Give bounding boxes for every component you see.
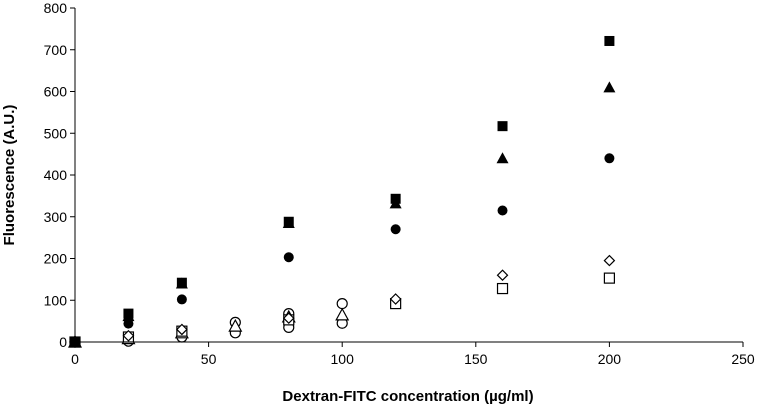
x-tick-label: 50 xyxy=(201,351,217,367)
data-point xyxy=(335,307,350,321)
data-point xyxy=(282,312,295,325)
data-point xyxy=(390,224,401,235)
y-tick-label: 300 xyxy=(44,209,68,225)
data-point xyxy=(283,216,294,227)
data-point xyxy=(496,152,509,164)
x-tick-label: 250 xyxy=(731,351,755,367)
data-point xyxy=(603,254,616,267)
data-point xyxy=(496,282,509,295)
data-point xyxy=(283,252,294,263)
y-tick-label: 700 xyxy=(44,42,68,58)
y-tick-label: 500 xyxy=(44,125,68,141)
y-axis-title: Fluorescence (A.U.) xyxy=(1,105,18,246)
x-tick-label: 150 xyxy=(464,351,488,367)
y-tick-label: 0 xyxy=(59,334,67,350)
data-point xyxy=(123,308,134,319)
data-point xyxy=(228,318,243,332)
data-point xyxy=(122,329,135,342)
tick-labels: 0 50 100 150 200 250 0 100 200 300 400 500 600 700 800 xyxy=(44,0,755,367)
data-point xyxy=(497,121,508,132)
y-tick-label: 800 xyxy=(44,0,68,16)
y-tick-label: 600 xyxy=(44,84,68,100)
data-point xyxy=(390,193,401,204)
y-tick-label: 400 xyxy=(44,167,68,183)
data-point xyxy=(497,205,508,216)
data-point xyxy=(389,293,402,305)
y-tick-label: 200 xyxy=(44,251,68,267)
x-axis-title: Dextran-FITC concentration (µg/ml) xyxy=(282,388,533,405)
data-point xyxy=(604,35,615,46)
data-point xyxy=(336,297,348,310)
data-point xyxy=(176,323,188,336)
y-tick-label: 100 xyxy=(44,292,68,308)
axis-ticks xyxy=(70,7,744,347)
axes xyxy=(74,8,743,343)
data-point xyxy=(604,153,615,164)
data-point xyxy=(123,318,134,329)
x-tick-label: 100 xyxy=(331,351,355,367)
data-point xyxy=(70,337,80,347)
data-point xyxy=(603,81,616,93)
x-tick-label: 200 xyxy=(598,351,622,367)
x-tick-label: 0 xyxy=(71,351,79,367)
data-markers xyxy=(67,35,616,348)
data-point xyxy=(603,272,616,284)
data-point xyxy=(496,269,509,282)
data-point xyxy=(176,277,187,288)
data-point xyxy=(176,294,187,305)
